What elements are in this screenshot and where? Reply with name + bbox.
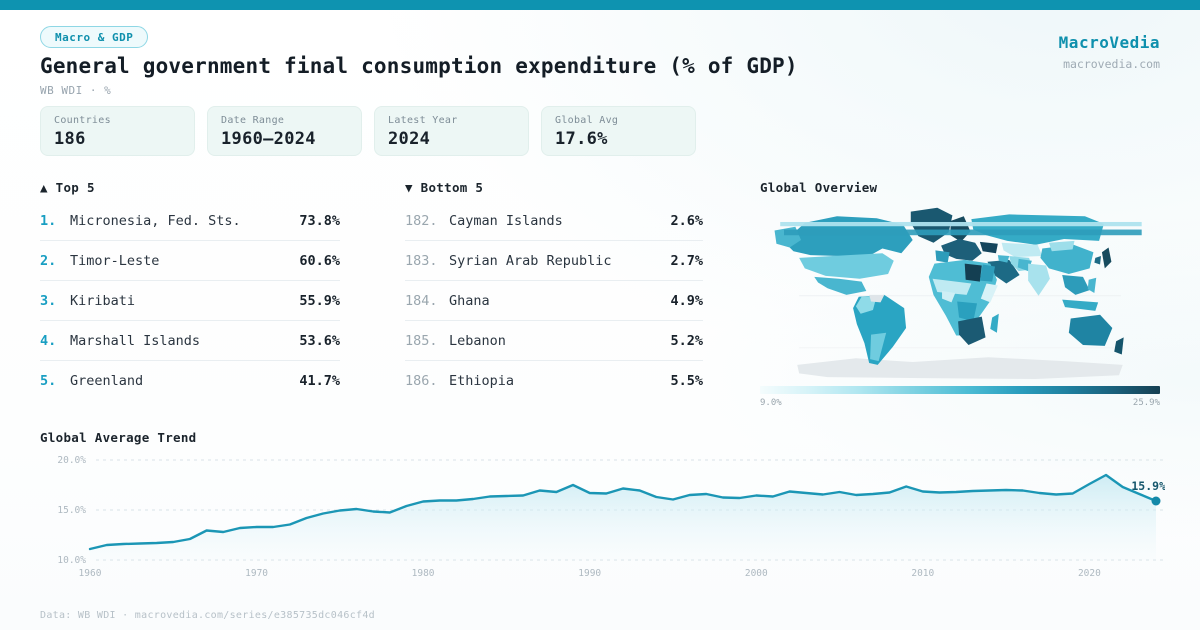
country-value: 55.9% <box>299 292 340 309</box>
rank-number: 5. <box>40 373 57 389</box>
bottom5-heading: ▼ Bottom 5 <box>405 180 484 195</box>
bottom5-list: 182. Cayman Islands 2.6% 183. Syrian Ara… <box>405 201 703 401</box>
country-value: 53.6% <box>299 332 340 349</box>
country-value: 4.9% <box>670 292 703 309</box>
world-choropleth-map <box>774 207 1142 380</box>
rank-row[interactable]: 184. Ghana 4.9% <box>405 281 703 321</box>
rank-number: 185. <box>405 332 438 349</box>
stat-card-countries: Countries 186 <box>40 106 195 156</box>
stat-label: Countries <box>54 115 111 126</box>
rank-row[interactable]: 2. Timor-Leste 60.6% <box>40 241 340 281</box>
country-name: Greenland <box>70 373 144 389</box>
scale-max-label: 25.9% <box>1132 398 1160 408</box>
svg-text:1980: 1980 <box>412 568 435 579</box>
stat-value: 1960–2024 <box>221 129 316 149</box>
map-title: Global Overview <box>760 180 878 195</box>
brand-domain-link[interactable]: macrovedia.com <box>1063 57 1160 71</box>
map-panel: Global Overview <box>760 180 1160 408</box>
trend-section: Global Average Trend 20.0% 15.0% 10.0% 1960… <box>40 430 1165 586</box>
country-name: Marshall Islands <box>70 332 201 349</box>
stat-card-global-avg: Global Avg 17.6% <box>541 106 696 156</box>
stat-card-date-range: Date Range 1960–2024 <box>207 106 362 156</box>
stat-value: 2024 <box>388 129 431 149</box>
data-source-footer: Data: WB WDI · macrovedia.com/series/e38… <box>40 610 375 621</box>
svg-text:2020: 2020 <box>1078 568 1101 579</box>
country-value: 5.5% <box>670 373 703 389</box>
country-name: Lebanon <box>449 332 506 349</box>
country-value: 73.8% <box>299 212 340 229</box>
page-title: General government final consumption exp… <box>40 54 798 78</box>
rank-number: 1. <box>40 212 57 229</box>
top-accent-bar <box>0 0 1200 10</box>
svg-text:10.0%: 10.0% <box>57 555 86 566</box>
rank-number: 3. <box>40 292 57 309</box>
stat-label: Date Range <box>221 115 285 126</box>
stat-label: Global Avg <box>555 115 619 126</box>
brand-block: MacroVedia macrovedia.com <box>1059 33 1160 71</box>
rank-row[interactable]: 1. Micronesia, Fed. Sts. 73.8% <box>40 201 340 241</box>
country-value: 60.6% <box>299 252 340 269</box>
rank-row[interactable]: 4. Marshall Islands 53.6% <box>40 321 340 361</box>
top5-list: 1. Micronesia, Fed. Sts. 73.8% 2. Timor-… <box>40 201 340 401</box>
svg-text:15.9%: 15.9% <box>1131 479 1165 493</box>
svg-text:20.0%: 20.0% <box>57 455 86 466</box>
country-name: Micronesia, Fed. Sts. <box>70 212 241 229</box>
top5-panel: ▲ Top 5 1. Micronesia, Fed. Sts. 73.8% 2… <box>40 180 340 401</box>
rank-number: 182. <box>405 212 438 229</box>
rank-row[interactable]: 183. Syrian Arab Republic 2.7% <box>405 241 703 281</box>
stats-row: Countries 186 Date Range 1960–2024 Lates… <box>40 106 696 156</box>
scale-min-label: 9.0% <box>760 398 782 408</box>
rank-row[interactable]: 5. Greenland 41.7% <box>40 361 340 401</box>
country-name: Cayman Islands <box>449 212 563 229</box>
rank-row[interactable]: 182. Cayman Islands 2.6% <box>405 201 703 241</box>
top5-heading: ▲ Top 5 <box>40 180 95 195</box>
country-name: Kiribati <box>70 292 136 309</box>
country-value: 41.7% <box>299 373 340 389</box>
country-value: 2.7% <box>670 252 703 269</box>
svg-text:1960: 1960 <box>79 568 102 579</box>
rank-number: 2. <box>40 252 57 269</box>
rank-number: 186. <box>405 373 438 389</box>
map-color-scale <box>760 386 1160 394</box>
rank-row[interactable]: 186. Ethiopia 5.5% <box>405 361 703 401</box>
country-value: 2.6% <box>670 212 703 229</box>
trend-title: Global Average Trend <box>40 430 197 445</box>
source-subtitle: WB WDI · % <box>40 84 112 97</box>
bottom5-panel: ▼ Bottom 5 182. Cayman Islands 2.6% 183.… <box>405 180 703 401</box>
svg-text:1970: 1970 <box>245 568 268 579</box>
trend-line-chart: 20.0% 15.0% 10.0% 1960 1970 1980 1990 2000 2010 2… <box>57 455 1165 579</box>
brand-name[interactable]: MacroVedia <box>1058 33 1160 52</box>
country-name: Timor-Leste <box>70 252 160 269</box>
svg-text:15.0%: 15.0% <box>57 505 86 516</box>
svg-text:1990: 1990 <box>578 568 601 579</box>
country-name: Syrian Arab Republic <box>449 252 612 269</box>
svg-text:2010: 2010 <box>911 568 934 579</box>
stat-card-latest-year: Latest Year 2024 <box>374 106 529 156</box>
country-value: 5.2% <box>670 332 703 349</box>
stat-value: 17.6% <box>555 129 608 149</box>
country-name: Ghana <box>449 292 490 309</box>
rank-number: 183. <box>405 252 438 269</box>
rank-row[interactable]: 185. Lebanon 5.2% <box>405 321 703 361</box>
stat-value: 186 <box>54 129 86 149</box>
map-scale-labels: 9.0% 25.9% <box>760 398 1160 408</box>
rank-row[interactable]: 3. Kiribati 55.9% <box>40 281 340 321</box>
svg-text:2000: 2000 <box>745 568 768 579</box>
category-badge[interactable]: Macro & GDP <box>40 26 149 48</box>
rank-number: 184. <box>405 292 438 309</box>
category-badge-label: Macro & GDP <box>55 30 134 44</box>
country-name: Ethiopia <box>449 373 515 389</box>
rank-number: 4. <box>40 332 57 349</box>
stat-label: Latest Year <box>388 115 458 126</box>
